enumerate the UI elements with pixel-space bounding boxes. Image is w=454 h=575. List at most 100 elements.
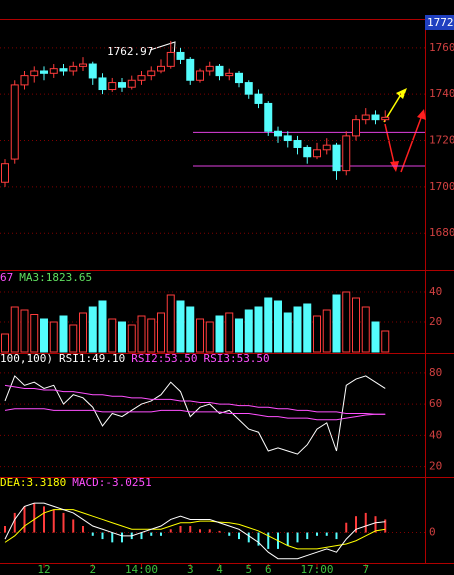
volume-bar xyxy=(88,306,97,353)
candle-body xyxy=(157,65,165,72)
candle-body xyxy=(137,75,146,81)
volume-bar xyxy=(342,291,351,353)
volume-bar xyxy=(293,306,302,353)
annotation: 1762.97 xyxy=(107,45,153,58)
candle-body xyxy=(40,70,48,74)
candle-body xyxy=(225,72,234,77)
volume-bar xyxy=(205,321,214,353)
price-marker: 1772. xyxy=(427,16,454,29)
candle-body xyxy=(147,70,156,77)
arrow xyxy=(384,123,395,164)
arrowhead xyxy=(417,109,426,120)
legend-entry: MA3:1823.65 xyxy=(19,271,92,284)
y-tick-label: 20 xyxy=(429,460,442,473)
candle-body xyxy=(381,116,390,121)
y-tick-label: 1700 xyxy=(429,180,454,193)
candle-body xyxy=(264,102,273,132)
x-tick-label: 14:00 xyxy=(125,563,158,575)
legend-entry: RSI3:53.50 xyxy=(203,352,269,365)
volume-bar xyxy=(352,297,360,353)
volume-bar xyxy=(283,312,292,353)
candle-body xyxy=(49,68,58,74)
volume-bar xyxy=(40,318,48,353)
y-tick-label: 40 xyxy=(429,428,442,441)
candle-body xyxy=(215,65,224,77)
y-tick-label: 60 xyxy=(429,397,442,410)
legend-entry: RSI2:53.50 xyxy=(131,352,197,365)
candle-body xyxy=(88,63,97,79)
x-tick-label: 7 xyxy=(362,563,369,575)
volume-bar xyxy=(244,309,253,353)
y-tick-label: 40 xyxy=(429,285,442,298)
volume-bar xyxy=(186,306,195,353)
candle-body xyxy=(59,68,68,72)
candle-body xyxy=(79,63,87,67)
candle-body xyxy=(332,144,341,172)
candle-body xyxy=(98,77,107,91)
volume-bar xyxy=(332,294,341,353)
candle-body xyxy=(30,70,39,77)
candle-body xyxy=(186,58,195,81)
volume-bar xyxy=(30,314,39,353)
candle-body xyxy=(283,135,292,142)
volume-bar xyxy=(225,312,234,353)
candle-body xyxy=(244,82,253,95)
y-tick-label: 80 xyxy=(429,366,442,379)
volume-bar xyxy=(254,306,263,353)
volume-bar xyxy=(215,315,224,353)
volume-bar xyxy=(361,306,370,353)
candle-body xyxy=(303,146,312,158)
candle-body xyxy=(118,82,126,88)
frame xyxy=(0,19,454,564)
legend-entry: DEA:3.3180 xyxy=(0,476,66,489)
candle-body xyxy=(274,130,282,137)
volume-bar xyxy=(196,318,204,353)
volume-bar xyxy=(79,312,87,353)
volume-bar xyxy=(313,315,321,353)
volume-bar xyxy=(49,321,58,353)
candle-body xyxy=(108,82,117,91)
x-tick-label: 2 xyxy=(89,563,96,575)
legend-entry: RSI1:49.10 xyxy=(59,352,125,365)
volume-bar xyxy=(1,333,9,353)
candle-body xyxy=(69,65,78,72)
y-tick-label: 20 xyxy=(429,315,442,328)
x-tick-label: 6 xyxy=(265,563,272,575)
volume-bar xyxy=(10,306,19,353)
x-tick-label: 3 xyxy=(187,563,194,575)
candle-body xyxy=(235,72,243,84)
line xyxy=(4,502,386,560)
candle-body xyxy=(10,84,19,160)
candle-body xyxy=(176,51,185,60)
x-tick-label: 17:00 xyxy=(300,563,333,575)
candle-body xyxy=(20,75,29,86)
candle-body xyxy=(196,70,204,81)
candle-body xyxy=(371,114,380,121)
candle-body xyxy=(166,51,175,67)
candle-body xyxy=(1,163,9,183)
x-tick-label: 4 xyxy=(216,563,223,575)
y-tick-label: 1720 xyxy=(429,134,454,147)
volume-bar xyxy=(166,294,175,353)
volume-bar xyxy=(20,309,29,353)
volume-bar xyxy=(108,318,117,353)
volume-bar xyxy=(59,315,68,353)
line xyxy=(4,509,386,550)
volume-bar xyxy=(157,312,165,353)
candle-body xyxy=(205,65,214,72)
candle-body xyxy=(322,144,331,151)
candle-body xyxy=(352,119,360,137)
y-tick-label: 1680 xyxy=(429,226,454,239)
candle-body xyxy=(293,140,302,148)
volume-bar xyxy=(127,324,136,353)
volume-bar xyxy=(176,300,185,353)
candle-body xyxy=(361,114,370,121)
candle-body xyxy=(127,79,136,88)
volume-bar xyxy=(371,321,380,353)
legend-entry: 100,100) xyxy=(0,352,53,365)
legend-entry: 67 xyxy=(0,271,13,284)
volume-bar xyxy=(118,321,126,353)
x-tick-label: 5 xyxy=(245,563,252,575)
